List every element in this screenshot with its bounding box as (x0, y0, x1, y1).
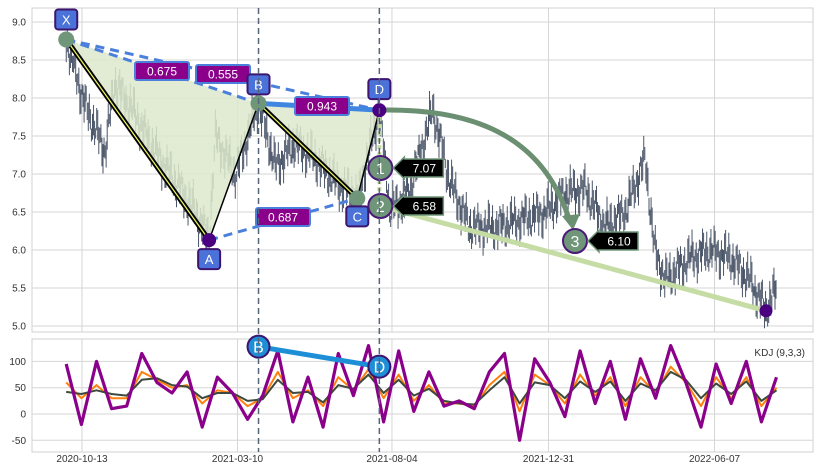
ratio-label: 0.943 (307, 100, 337, 114)
target-price-arrow (392, 193, 445, 219)
kdj-y-tick-label: 50 (15, 383, 27, 394)
price-y-tick-label: 8.5 (12, 56, 26, 67)
end-point-marker (759, 304, 773, 318)
price-y-tick-label: 6.0 (12, 246, 26, 257)
xd-ratio-line (65, 38, 380, 112)
price-y-tick-label: 7.5 (12, 132, 26, 143)
kdj-line-j (64, 344, 779, 442)
target-number: 1 (376, 161, 385, 178)
pattern-label-c: C (353, 209, 362, 224)
bcd-triangle (258, 103, 380, 199)
kdj-marker-d (367, 354, 392, 379)
impulse-leg-highlight (258, 102, 358, 199)
kdj-title: KDJ (9,3,3) (754, 348, 805, 359)
pattern-point-c (349, 190, 366, 207)
x-axis-ticks: 2020-10-13 2021-03-10 2021-08-04 2021-12-31… (56, 454, 740, 465)
price-y-tick-label: 5.5 (12, 284, 26, 295)
price-panel: 5.0 5.5 6.0 6.5 7.0 7.5 8.0 8.5 9.0 0.675 0.555 0.… (12, 7, 814, 333)
price-y-tick-label: 9.0 (12, 18, 26, 29)
pattern-label-box (197, 248, 222, 271)
kdj-bd-line (258, 344, 380, 370)
x-tick-label: 2021-12-31 (523, 454, 575, 465)
pattern-vertical-lines (257, 8, 381, 452)
target-price-arrow (392, 155, 445, 181)
target-number: 3 (571, 234, 580, 251)
projection-arrowhead (562, 214, 580, 230)
target-price-label: 7.07 (413, 162, 437, 176)
kdj-plot-area (31, 338, 814, 453)
pattern-label-box (246, 73, 271, 96)
pattern-label-a: A (205, 252, 214, 267)
price-y-tick-label: 5.0 (12, 322, 26, 333)
pattern-label-b: B (254, 77, 263, 92)
price-y-tick-label: 8.0 (12, 94, 26, 105)
target-trend-line (379, 203, 767, 314)
ratio-label: 0.687 (268, 211, 298, 225)
pattern-point-x (58, 31, 75, 48)
ratio-label-box (134, 61, 190, 81)
kdj-y-ticks: -50 0 50 100 (9, 357, 26, 447)
ratio-label-box (255, 207, 311, 227)
xab-triangle (66, 39, 259, 241)
x-tick-label: 2021-08-04 (366, 454, 418, 465)
x-tick-label: 2022-06-07 (689, 454, 741, 465)
corrective-leg (208, 103, 260, 241)
price-y-tick-label: 6.5 (12, 208, 26, 219)
kdj-y-tick-label: 100 (9, 357, 26, 368)
ratio-label: 0.675 (147, 65, 177, 79)
kdj-marker-b (246, 334, 271, 359)
impulse-leg-highlight (65, 39, 210, 241)
price-y-tick-label: 7.0 (12, 170, 26, 181)
target-price-label: 6.58 (413, 200, 437, 214)
corrective-leg (356, 109, 381, 199)
x-tick-label: 2020-10-13 (56, 454, 108, 465)
kdj-y-tick-label: 0 (20, 410, 26, 421)
kdj-y-tick-label: -50 (12, 436, 27, 447)
kdj-gridlines (32, 339, 813, 452)
xb-ratio-line (65, 38, 259, 105)
target-price-arrow (586, 228, 639, 254)
pattern-point-a (202, 233, 217, 248)
target-price-label: 6.10 (607, 235, 631, 249)
kdj-lines (64, 344, 779, 442)
ratio-label: 0.555 (208, 68, 238, 82)
projection-arc (379, 107, 573, 223)
ratio-label-box (294, 96, 350, 116)
x-tick-label: 2021-03-10 (212, 454, 264, 465)
target-number: 2 (376, 199, 385, 216)
price-y-ticks: 5.0 5.5 6.0 6.5 7.0 7.5 8.0 8.5 9.0 (12, 18, 26, 333)
pattern-label-box (54, 8, 79, 31)
pattern-label-box (345, 205, 370, 228)
pattern-label-x: X (62, 12, 71, 27)
